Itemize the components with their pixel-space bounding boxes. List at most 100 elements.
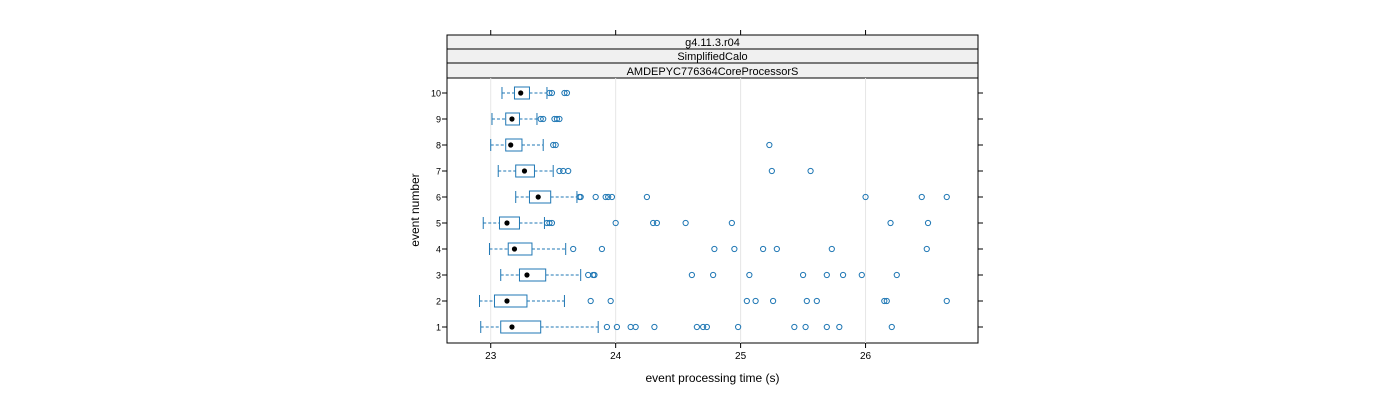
y-tick-label-5: 5 [436,219,441,229]
outlier-event-1-8 [735,323,742,331]
outlier-event-1-13 [888,323,895,331]
x-tick-label-25: 25 [735,351,747,362]
outlier-event-8-2 [766,141,773,149]
median-dot-event-1 [509,324,515,330]
box-rect-event-6 [528,190,552,204]
outlier-event-8-0 [550,141,557,149]
outlier-event-6-8 [918,193,925,201]
outlier-event-6-2 [592,193,599,201]
outlier-event-6-1 [577,193,584,201]
outlier-event-4-3 [731,245,738,253]
outlier-event-1-3 [632,323,639,331]
outlier-event-1-4 [651,323,658,331]
median-dot-event-4 [511,246,518,252]
strip-2-label: SimplifiedCalo [677,51,747,63]
outlier-event-3-3 [688,271,695,279]
outlier-event-4-1 [598,245,606,253]
outlier-event-3-7 [823,271,830,279]
y-tick-label-3: 3 [436,271,441,281]
outlier-event-2-6 [813,297,820,305]
outlier-event-2-2 [743,297,750,305]
outlier-event-10-0 [546,89,553,97]
y-tick-label-4: 4 [436,245,441,255]
outlier-event-1-7 [703,323,710,331]
box-rect-event-3 [518,268,547,282]
outlier-event-1-6 [700,323,707,331]
outlier-event-4-5 [773,245,780,253]
y-tick-label-1: 1 [436,323,441,333]
outlier-event-4-6 [828,245,835,253]
outlier-event-2-0 [587,297,594,305]
outlier-event-5-4 [650,219,657,227]
box-event-8 [490,138,773,152]
outlier-event-10-3 [563,89,571,97]
x-tick-label-24: 24 [610,351,622,362]
median-dot-event-10 [518,90,524,96]
box-event-1 [480,320,895,334]
box-rect-event-7 [515,164,535,178]
median-dot-event-3 [524,272,530,278]
box-event-4 [488,242,930,256]
outlier-event-2-1 [607,297,614,305]
box-event-5 [482,216,932,230]
outlier-event-3-6 [799,271,807,279]
box-rect-event-10 [513,86,530,100]
outlier-event-5-9 [924,219,932,227]
outlier-event-8-1 [552,141,559,149]
outlier-event-7-1 [560,167,567,175]
strip-3-label: AMDEPYC776364CoreProcessorS [627,66,799,78]
outlier-event-4-4 [760,245,767,253]
outlier-event-2-5 [803,297,810,305]
outlier-event-9-0 [537,115,544,123]
box-rect-event-4 [507,242,533,256]
y-tick-label-6: 6 [436,193,441,203]
outlier-event-6-6 [643,193,651,201]
outlier-event-2-8 [883,297,890,305]
outlier-event-6-5 [608,193,616,201]
box-event-10 [501,86,571,100]
median-dot-event-9 [509,116,515,122]
outlier-event-1-0 [603,323,611,331]
outlier-event-2-9 [943,297,950,305]
box-event-2 [478,294,950,308]
y-tick-label-10: 10 [431,89,441,99]
outlier-event-5-1 [546,219,553,227]
outlier-event-3-0 [585,271,592,279]
median-dot-event-7 [521,168,528,174]
outlier-event-10-2 [561,89,568,97]
median-dot-event-6 [535,194,541,200]
outlier-event-1-10 [802,323,809,331]
outlier-event-4-0 [570,245,577,253]
outlier-event-1-9 [791,323,798,331]
outlier-event-3-2 [591,271,598,279]
outlier-event-5-2 [548,219,556,227]
outlier-event-7-0 [556,167,563,175]
box-rect-event-9 [505,112,520,126]
strip-1-label: g4.11.3.r04 [685,37,740,49]
outlier-event-6-9 [943,193,950,201]
y-tick-label-9: 9 [436,115,441,125]
outlier-event-2-7 [881,297,888,305]
boxes-layer [478,86,950,334]
plot-panel-border [446,77,979,344]
outlier-event-6-7 [862,193,869,201]
y-axis-title: event number [408,173,422,246]
outlier-event-1-12 [836,323,843,331]
outlier-event-7-3 [768,167,775,175]
x-tick-label-23: 23 [485,351,497,362]
box-event-6 [515,190,950,204]
outlier-event-2-3 [752,297,759,305]
box-event-7 [497,164,814,178]
outlier-event-3-5 [746,271,753,279]
outlier-event-3-4 [710,271,717,279]
outlier-event-5-8 [887,219,894,227]
box-event-9 [491,112,563,126]
median-dot-event-8 [508,142,514,148]
outlier-event-3-8 [839,271,847,279]
outlier-event-5-7 [728,219,735,227]
median-dot-event-5 [504,220,510,226]
outlier-event-4-7 [923,245,930,253]
y-tick-label-7: 7 [436,167,441,177]
